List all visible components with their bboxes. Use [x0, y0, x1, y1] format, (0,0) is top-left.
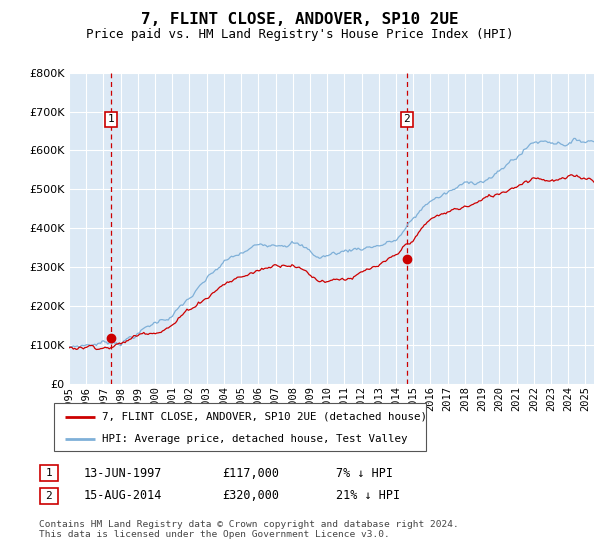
- Text: 2: 2: [403, 114, 410, 124]
- Text: 1: 1: [46, 468, 52, 478]
- Text: 7, FLINT CLOSE, ANDOVER, SP10 2UE (detached house): 7, FLINT CLOSE, ANDOVER, SP10 2UE (detac…: [103, 412, 427, 422]
- Text: Contains HM Land Registry data © Crown copyright and database right 2024.
This d: Contains HM Land Registry data © Crown c…: [39, 520, 459, 539]
- Text: 7, FLINT CLOSE, ANDOVER, SP10 2UE: 7, FLINT CLOSE, ANDOVER, SP10 2UE: [141, 12, 459, 27]
- Text: 1: 1: [108, 114, 115, 124]
- FancyBboxPatch shape: [40, 465, 58, 481]
- Text: £320,000: £320,000: [222, 489, 279, 502]
- Text: 21% ↓ HPI: 21% ↓ HPI: [336, 489, 400, 502]
- FancyBboxPatch shape: [54, 403, 426, 451]
- Text: £117,000: £117,000: [222, 466, 279, 480]
- Text: HPI: Average price, detached house, Test Valley: HPI: Average price, detached house, Test…: [103, 434, 408, 444]
- Text: 15-AUG-2014: 15-AUG-2014: [84, 489, 163, 502]
- Text: 13-JUN-1997: 13-JUN-1997: [84, 466, 163, 480]
- FancyBboxPatch shape: [40, 488, 58, 503]
- Text: Price paid vs. HM Land Registry's House Price Index (HPI): Price paid vs. HM Land Registry's House …: [86, 28, 514, 41]
- Text: 2: 2: [46, 491, 52, 501]
- Text: 7% ↓ HPI: 7% ↓ HPI: [336, 466, 393, 480]
